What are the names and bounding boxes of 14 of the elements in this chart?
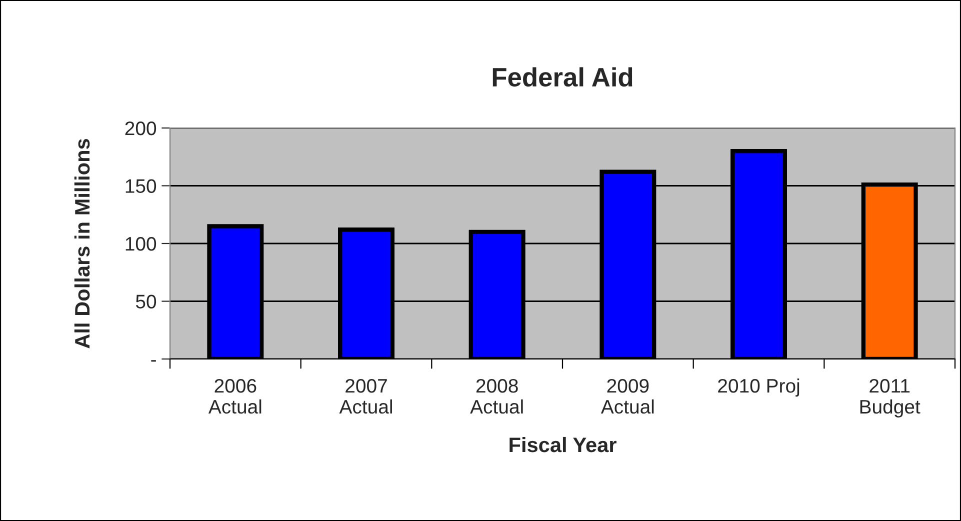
x-tick-label: 2007 Actual (339, 378, 392, 414)
y-tick-label: 100 (126, 236, 156, 251)
x-axis-title: Fiscal Year (510, 436, 616, 452)
x-tick-label: 2009 Actual (600, 378, 654, 414)
y-tick-label: 50 (136, 294, 156, 308)
chart-title: Federal Aid (492, 67, 632, 87)
y-tick-label: - (151, 360, 156, 362)
x-tick-label: 2006 Actual (208, 378, 262, 414)
x-tick-label: 2010 Proj (718, 378, 800, 397)
y-tick-label: 200 (125, 121, 156, 136)
y-tick-label: 150 (126, 179, 156, 193)
x-tick-label: 2011 Budget (860, 378, 920, 418)
x-tick-label: 2008 Actual (470, 378, 523, 414)
y-axis-title: All Dollars in Millions (74, 139, 90, 348)
